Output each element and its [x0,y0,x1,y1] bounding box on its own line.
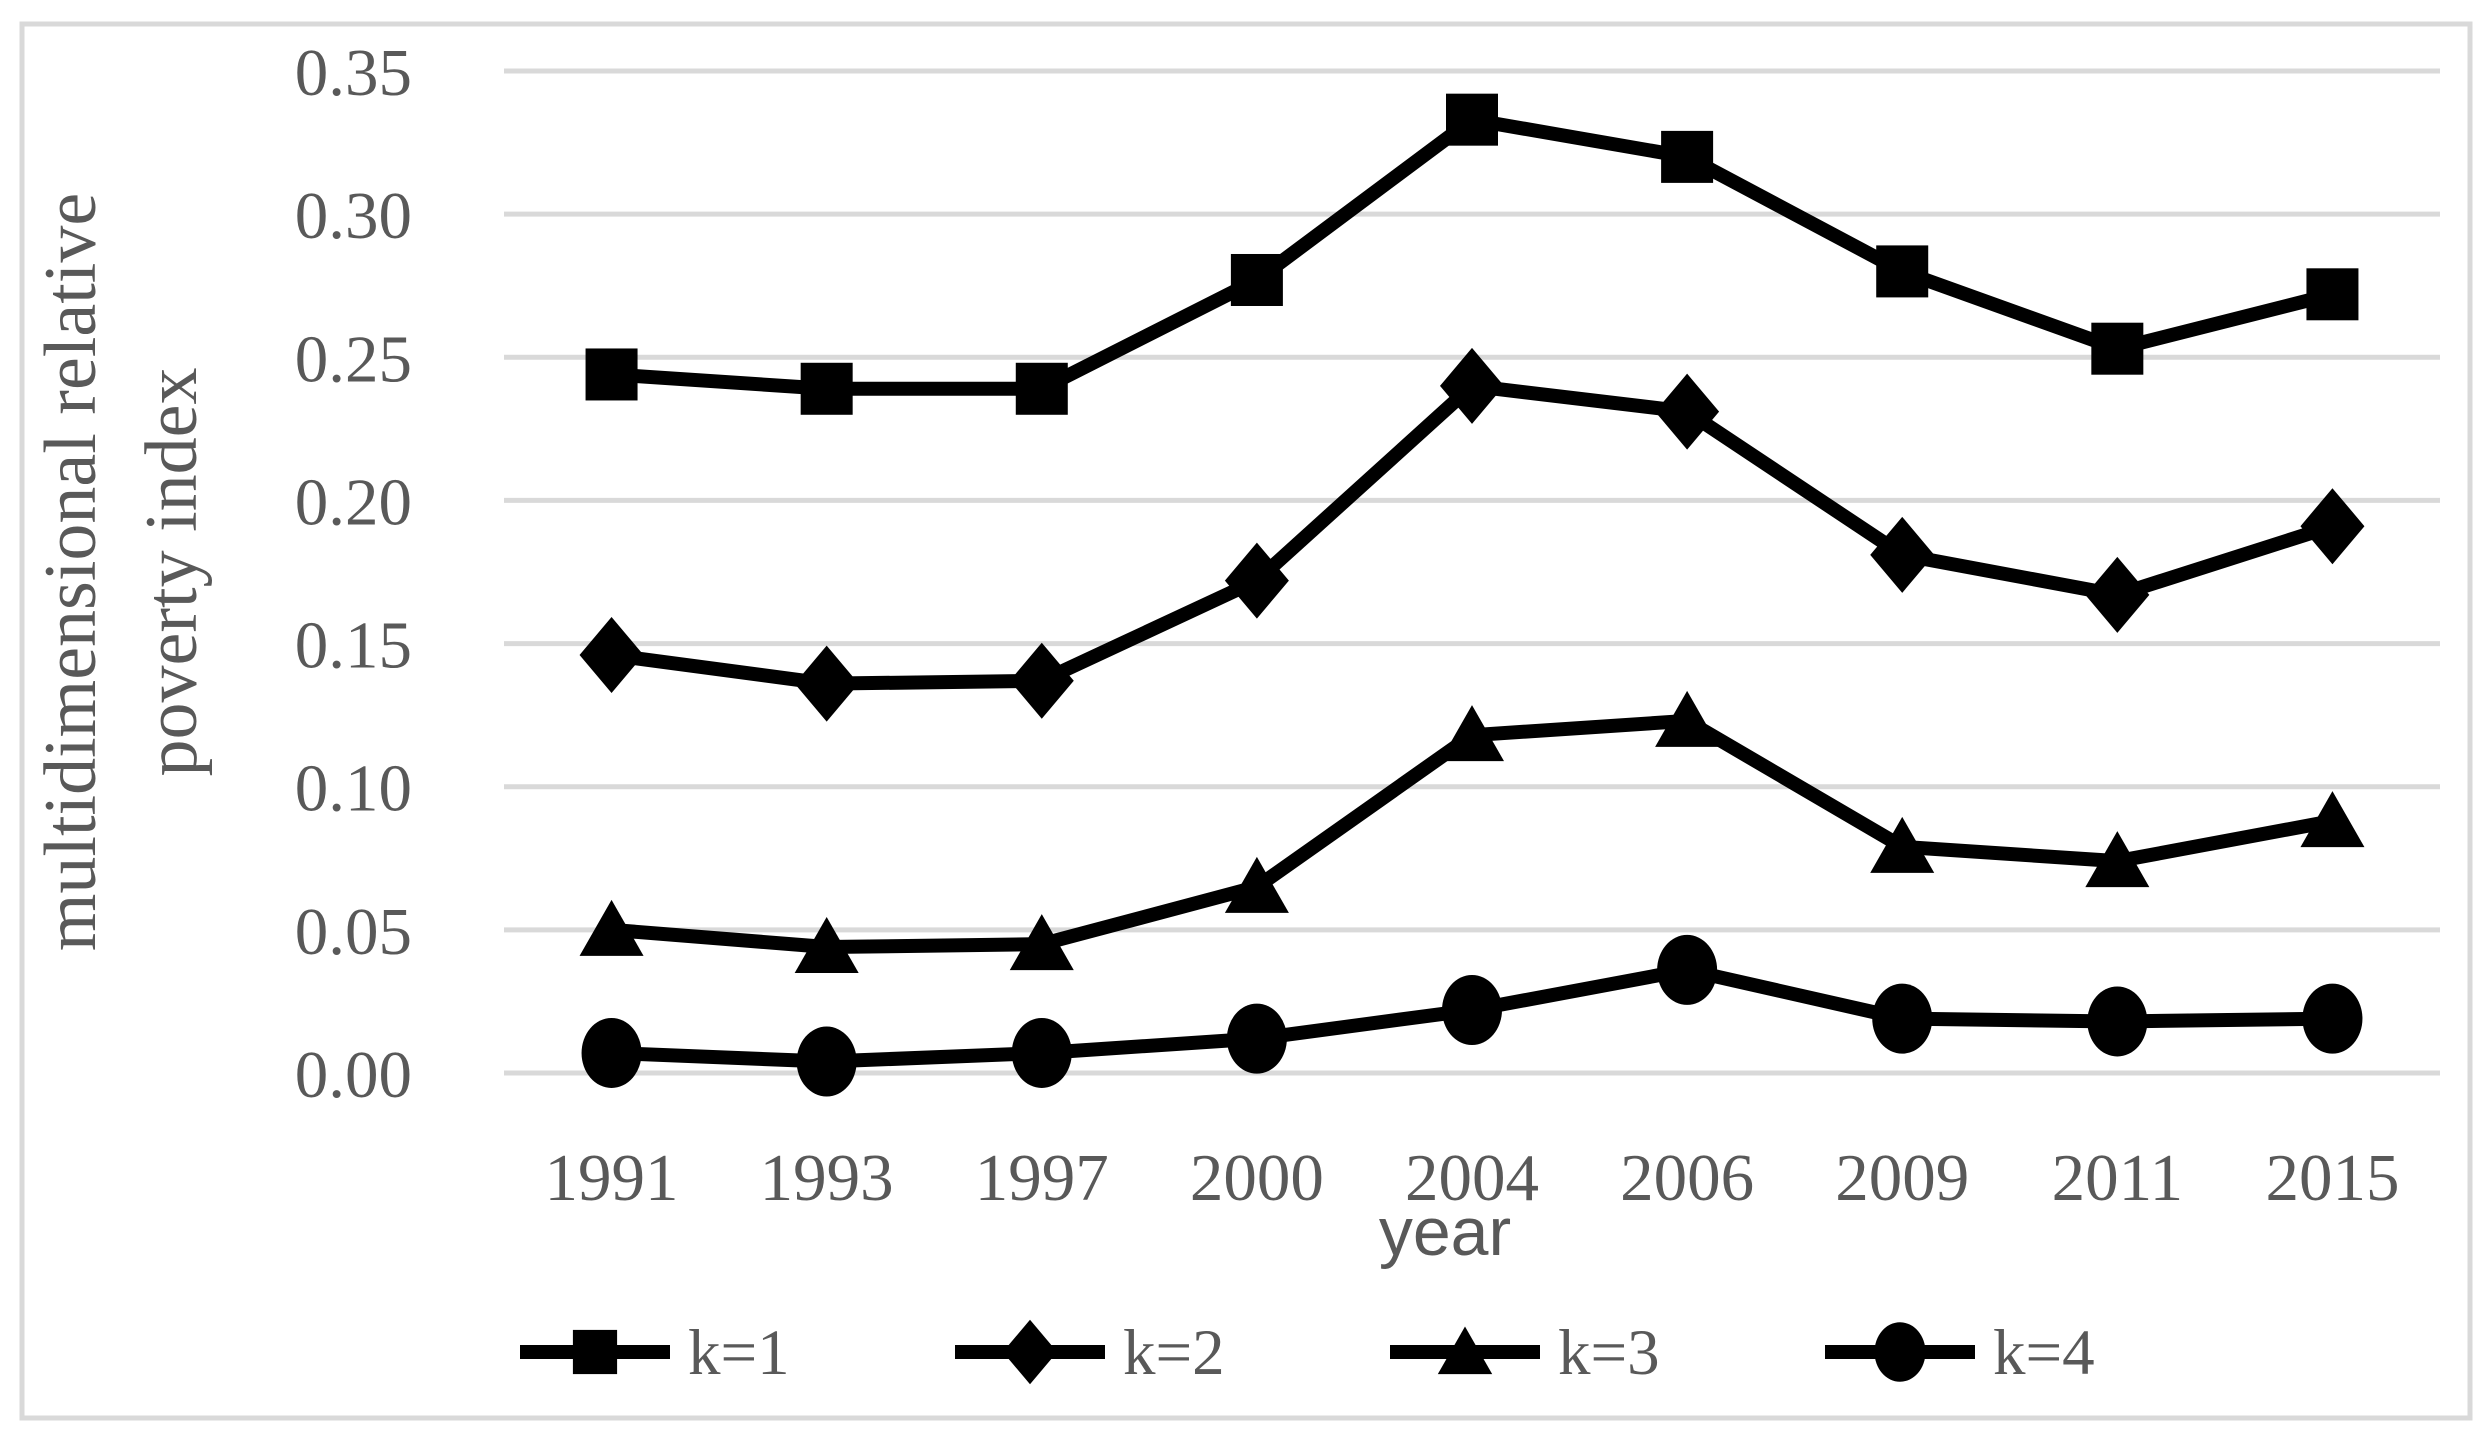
circle-marker [2087,986,2148,1057]
square-marker [2091,322,2144,375]
y-tick-label: 0.25 [295,322,412,396]
square-marker [572,1329,618,1375]
figure-border [19,21,2473,1421]
y-axis-title-line1: multidimensional relative [30,193,112,951]
x-tick-label: 2015 [2265,1141,2399,1215]
x-axis-title: year [1379,1194,1511,1270]
y-tick-label: 0.05 [295,895,412,969]
diamond-marker [579,617,644,694]
triangle-marker [1224,856,1289,913]
square-marker [1446,93,1498,146]
triangle-marker [794,917,859,974]
y-tick-label: 0.00 [295,1038,412,1112]
legend-label: k=1 [688,1317,790,1389]
triangle-marker [1870,816,1935,873]
triangle-marker [1009,914,1074,971]
y-axis-tick-labels: 0.00 0.05 0.10 0.15 0.20 0.25 0.30 0.35 [295,36,412,1112]
triangle-marker [1655,690,1720,747]
y-axis-title-line2: poverty index [131,368,213,777]
triangle-marker [579,899,644,956]
diamond-marker [1009,642,1074,719]
circle-marker [1874,1322,1926,1382]
diamond-marker [794,645,859,722]
diamond-marker [1002,1319,1058,1385]
circle-marker [1872,983,1933,1054]
square-marker [585,348,638,401]
triangle-marker [1440,705,1504,762]
gridlines-group [504,68,2440,1076]
chart-legend: k=1 k=2 k=3 k=4 [520,1317,2095,1389]
circle-marker [2302,983,2363,1054]
x-tick-label: 2006 [1620,1141,1754,1215]
circle-marker [581,1017,642,1088]
x-axis-tick-labels: 1991 1993 1997 2000 2004 2006 2009 2011 2015 [545,1141,2400,1215]
series-k3 [579,690,2365,974]
legend-label: k=3 [1558,1317,1660,1389]
square-marker [1015,362,1068,415]
legend-item-k4: k=4 [1825,1317,2095,1389]
series-line [604,378,2340,691]
x-tick-label: 2009 [1835,1141,1969,1215]
y-tick-label: 0.20 [295,465,412,539]
x-tick-label: 1997 [975,1141,1109,1215]
circle-marker [1011,1017,1072,1088]
x-tick-label: 2011 [2052,1141,2184,1215]
square-marker [1661,130,1714,183]
diamond-marker [1224,542,1289,619]
legend-item-k2: k=2 [955,1317,1225,1389]
data-series-group [579,93,2365,1097]
y-tick-label: 0.15 [295,609,412,683]
series-k4 [581,934,2363,1097]
circle-marker [1657,934,1718,1005]
series-k1 [585,93,2359,415]
x-tick-label: 1991 [545,1141,679,1215]
diamond-marker [1870,516,1935,593]
diamond-marker [2085,556,2150,633]
y-tick-label: 0.10 [295,752,412,826]
y-tick-label: 0.30 [295,179,412,253]
square-marker [2306,268,2359,321]
legend-label: k=4 [1993,1317,2095,1389]
x-tick-label: 1993 [760,1141,894,1215]
square-marker [1230,253,1283,306]
legend-item-k1: k=1 [520,1317,790,1389]
circle-marker [1442,975,1502,1046]
circle-marker [1226,1003,1287,1074]
triangle-marker [2085,831,2150,888]
triangle-marker [1437,1326,1493,1375]
series-k2 [579,347,2365,722]
diamond-marker [1655,373,1720,450]
y-tick-label: 0.35 [295,36,412,110]
legend-label: k=2 [1123,1317,1225,1389]
x-tick-label: 2000 [1190,1141,1324,1215]
triangle-marker [2300,791,2365,848]
square-marker [1876,245,1929,298]
square-marker [800,362,853,415]
circle-marker [796,1026,857,1097]
diamond-marker [2300,488,2365,565]
diamond-marker [1440,347,1504,424]
x-tick-label: 2004 [1405,1141,1539,1215]
legend-item-k3: k=3 [1390,1317,1660,1389]
